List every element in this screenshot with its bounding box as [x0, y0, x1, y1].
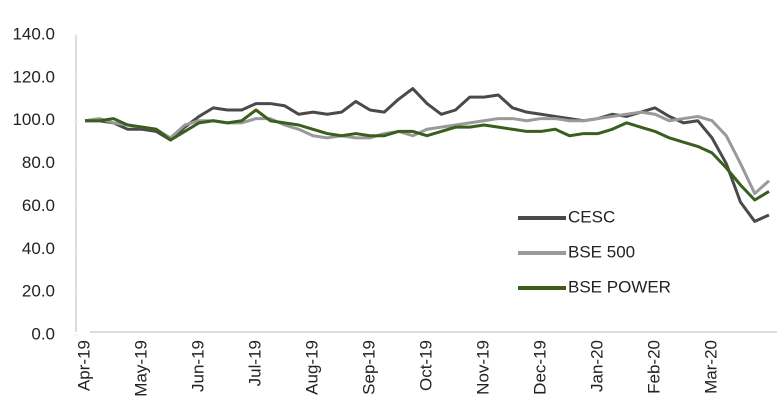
legend-label: BSE 500 — [568, 242, 635, 261]
x-tick-label: Mar-20 — [701, 340, 720, 394]
y-tick-label: 60.0 — [22, 196, 55, 215]
series-line — [85, 87, 770, 223]
x-tick-label: Dec-19 — [530, 340, 549, 395]
x-tick-label: May-19 — [131, 340, 150, 397]
y-tick-label: 20.0 — [22, 282, 55, 301]
x-tick-label: Jan-20 — [587, 340, 606, 392]
x-tick-label: Feb-20 — [644, 340, 663, 394]
x-tick-label: Oct-19 — [416, 340, 435, 391]
x-tick-label: Nov-19 — [473, 340, 492, 395]
x-tick-label: Aug-19 — [302, 340, 321, 395]
y-tick-label: 100.0 — [12, 110, 55, 129]
y-tick-label: 0.0 — [31, 324, 55, 343]
series-line — [85, 108, 770, 202]
legend-label: CESC — [568, 207, 615, 226]
legend-label: BSE POWER — [568, 277, 671, 296]
x-tick-label: Jul-19 — [245, 340, 264, 386]
x-tick-label: Apr-19 — [74, 340, 93, 391]
x-tick-label: Sep-19 — [359, 340, 378, 395]
y-tick-label: 120.0 — [12, 67, 55, 86]
y-tick-label: 140.0 — [12, 24, 55, 43]
series-line — [84, 110, 771, 196]
y-tick-label: 80.0 — [22, 153, 55, 172]
x-tick-label: Jun-19 — [188, 340, 207, 392]
y-tick-label: 40.0 — [22, 239, 55, 258]
